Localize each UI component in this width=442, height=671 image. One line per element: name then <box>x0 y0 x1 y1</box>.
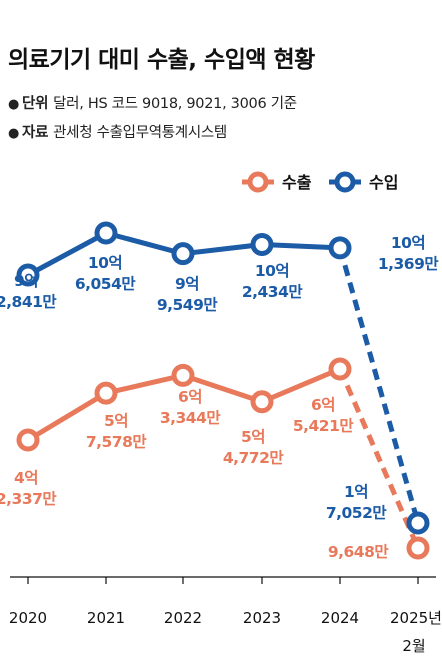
x-tick-label-line: 2월 <box>402 637 425 655</box>
data-label-line: 10억 <box>255 261 289 280</box>
data-point-marker <box>328 357 352 381</box>
data-point-marker <box>94 221 118 245</box>
bullet-icon: ● <box>8 97 20 112</box>
data-label: 1억 7,052만 <box>326 482 388 522</box>
data-label: 5억 4,772만 <box>223 427 285 467</box>
x-tick-label: 2021 <box>87 609 125 627</box>
data-point-marker <box>94 381 118 405</box>
data-point-marker <box>16 428 40 452</box>
data-label-line: 6억 <box>311 395 335 414</box>
data-label: 6억 3,344만 <box>160 387 222 427</box>
data-label-line: 9,648만 <box>328 543 390 561</box>
source-key: 자료 <box>22 125 49 141</box>
x-tick-label: 2024 <box>321 609 359 627</box>
data-label-line: 6,054만 <box>75 275 137 293</box>
data-point-marker <box>171 242 195 266</box>
data-label-line: 5억 <box>241 427 265 446</box>
data-label-line: 6억 <box>178 387 202 406</box>
data-label-line: 5억 <box>104 411 128 430</box>
data-label-line: 3,344만 <box>160 409 222 427</box>
data-label: 4억 2,337만 <box>0 468 57 508</box>
data-label: 5억 7,578만 <box>86 411 148 451</box>
data-label: 9억 2,841만 <box>0 271 57 311</box>
data-label: 10억 1,369만 <box>378 233 440 273</box>
bullet-icon: ● <box>8 126 20 141</box>
unit-text: 달러, HS 코드 9018, 9021, 3006 기준 <box>53 96 297 112</box>
data-point-marker <box>406 511 430 535</box>
source-text: 관세청 수출입무역통계시스템 <box>53 125 227 141</box>
data-label-line: 4,772만 <box>223 449 285 467</box>
data-point-marker <box>328 236 352 260</box>
data-label: 9,648만 <box>328 543 390 561</box>
legend-marker <box>334 171 356 193</box>
series-dashed-segment <box>337 247 421 524</box>
data-point-marker <box>250 390 274 414</box>
data-label-line: 9억 <box>14 271 38 290</box>
x-tick-label: 2025년 2월 <box>390 609 442 655</box>
x-tick-label: 2020 <box>9 609 47 627</box>
data-point-marker <box>406 536 430 560</box>
data-label-line: 1,369만 <box>378 255 440 273</box>
data-label-line: 9,549만 <box>157 296 219 314</box>
data-point-marker <box>171 363 195 387</box>
chart-title: 의료기기 대미 수출, 수입액 현황 <box>8 47 315 73</box>
data-point-marker <box>250 233 274 257</box>
data-label-line: 1억 <box>344 482 368 501</box>
data-label: 10억 2,434만 <box>242 261 304 301</box>
x-tick-label-line: 2025년 <box>390 609 442 627</box>
unit-note: ● 단위 달러, HS 코드 9018, 9021, 3006 기준 <box>8 92 297 113</box>
data-label-line: 2,841만 <box>0 293 57 311</box>
data-label-line: 10억 <box>391 233 425 252</box>
source-note: ● 자료 관세청 수출입무역통계시스템 <box>8 121 227 142</box>
data-label-line: 5,421만 <box>293 417 355 435</box>
data-label-line: 7,052만 <box>326 504 388 522</box>
series-dashed-segment <box>337 368 421 549</box>
data-label: 10억 6,054만 <box>75 253 137 293</box>
x-tick-label: 2022 <box>164 609 202 627</box>
legend-marker <box>247 171 269 193</box>
data-label-line: 2,337만 <box>0 490 57 508</box>
data-label-line: 4억 <box>14 468 38 487</box>
x-tick-label: 2023 <box>243 609 281 627</box>
legend-label: 수출 <box>282 173 312 192</box>
unit-key: 단위 <box>22 96 49 112</box>
data-label-line: 9억 <box>175 274 199 293</box>
legend-label: 수입 <box>369 173 398 192</box>
data-label-line: 7,578만 <box>86 433 148 451</box>
data-label: 9억 9,549만 <box>157 274 219 314</box>
data-label-line: 2,434만 <box>242 283 304 301</box>
data-label: 6억 5,421만 <box>293 395 355 435</box>
data-point-marker <box>16 263 40 287</box>
data-label-line: 10억 <box>88 253 122 272</box>
